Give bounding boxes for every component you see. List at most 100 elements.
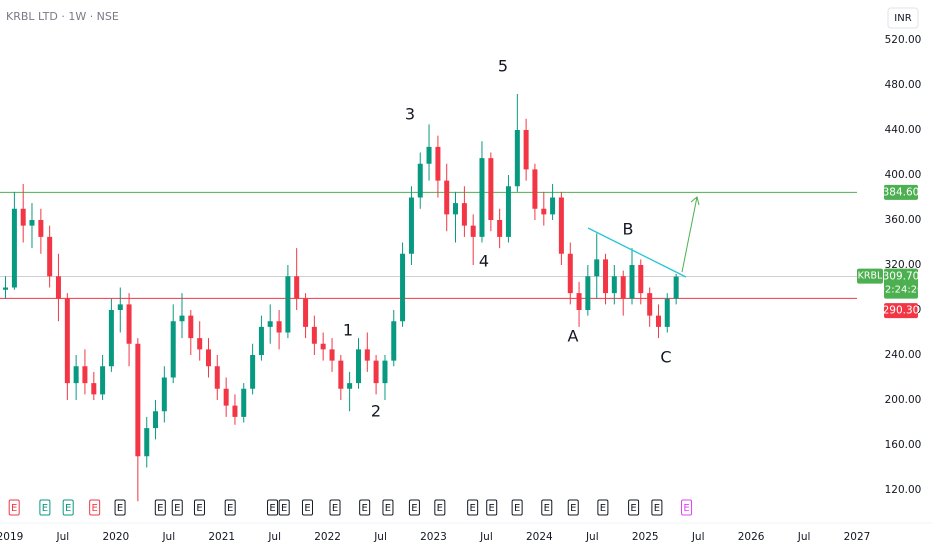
wave-label: A <box>568 327 579 346</box>
candle-body <box>188 315 194 339</box>
x-tick-label: 2021 <box>208 531 235 543</box>
earnings-badge[interactable] <box>89 499 101 516</box>
earnings-badge[interactable] <box>486 499 498 516</box>
y-tick-label: 200.00 <box>885 394 922 406</box>
candle-body <box>285 276 291 333</box>
last-price-label: 309.70 <box>883 271 920 283</box>
candle-body <box>144 428 150 457</box>
candle-body <box>673 276 679 299</box>
candle-body <box>347 383 353 389</box>
candle-body <box>364 349 370 361</box>
candle-body <box>664 298 670 327</box>
earnings-badge[interactable] <box>171 499 183 516</box>
earnings-badge[interactable] <box>39 499 51 516</box>
earnings-badge[interactable] <box>567 499 579 516</box>
x-tick-label: Jul <box>373 531 387 543</box>
wave-label: B <box>623 220 634 239</box>
candle-body <box>64 298 70 384</box>
candle-body <box>38 220 44 237</box>
candle-body <box>232 405 238 417</box>
candle-body <box>514 130 520 187</box>
level-label: 384.60 <box>883 186 920 198</box>
candle-body <box>638 265 644 294</box>
candle-body <box>135 343 141 457</box>
earnings-badge[interactable] <box>382 499 394 516</box>
earnings-badge[interactable] <box>193 499 205 516</box>
x-tick-label: Jul <box>479 531 493 543</box>
arrow-line <box>681 196 698 273</box>
candle-body <box>241 388 247 417</box>
earnings-label: E <box>304 503 310 514</box>
earnings-label: E <box>91 503 97 514</box>
earnings-label: E <box>11 503 17 514</box>
earnings-badge[interactable] <box>301 499 313 516</box>
last-price-box <box>884 268 918 299</box>
earnings-label: E <box>437 503 443 514</box>
earnings-label: E <box>361 503 367 514</box>
x-tick-label: Jul <box>797 531 811 543</box>
earnings-badge[interactable] <box>359 499 371 516</box>
earnings-badge[interactable] <box>154 499 166 516</box>
y-tick-label: 240.00 <box>885 349 922 361</box>
x-tick-label: 2026 <box>738 531 765 543</box>
earnings-label: E <box>196 503 202 514</box>
wave-label: 2 <box>371 402 381 421</box>
candle-body <box>47 236 53 277</box>
earnings-badge[interactable] <box>329 499 341 516</box>
earnings-label: E <box>332 503 338 514</box>
earnings-label: E <box>385 503 391 514</box>
earnings-badge[interactable] <box>224 499 236 516</box>
candle-body <box>558 197 564 254</box>
candle-body <box>329 349 335 361</box>
earnings-badge[interactable] <box>114 499 126 516</box>
earnings-badge[interactable] <box>62 499 74 516</box>
earnings-label: E <box>514 503 520 514</box>
candle-body <box>214 366 220 389</box>
candle-body <box>91 383 97 395</box>
symbol-label: KRBL <box>858 271 883 282</box>
earnings-label: E <box>411 503 417 514</box>
earnings-label: E <box>42 503 48 514</box>
candle-body <box>267 321 273 327</box>
earnings-badge[interactable] <box>267 499 279 516</box>
countdown: 02:24:20 <box>879 285 924 296</box>
earnings-badge[interactable] <box>8 499 20 516</box>
earnings-label: E <box>174 503 180 514</box>
candle-body <box>523 130 529 170</box>
x-tick-label: Jul <box>56 531 70 543</box>
earnings-label: E <box>65 503 71 514</box>
candle-body <box>611 276 617 294</box>
candle-body <box>505 186 511 237</box>
earnings-badge[interactable] <box>628 499 640 516</box>
candle-body <box>82 366 88 384</box>
earnings-badge[interactable] <box>278 499 290 516</box>
earnings-badge[interactable] <box>651 499 663 516</box>
candle-body <box>170 321 176 378</box>
candle-body <box>11 208 17 288</box>
x-tick-label: 2019 <box>0 531 23 543</box>
candle-body <box>497 220 503 237</box>
candle-body <box>311 326 317 344</box>
earnings-badge[interactable] <box>408 499 420 516</box>
earnings-badge[interactable] <box>541 499 553 516</box>
earnings-badge[interactable] <box>467 499 479 516</box>
earnings-label: E <box>269 503 275 514</box>
earnings-badge[interactable] <box>434 499 446 516</box>
earnings-badge[interactable] <box>597 499 609 516</box>
y-tick-label: 160.00 <box>885 439 922 451</box>
wave-label: 3 <box>405 105 415 124</box>
candle-body <box>55 276 61 299</box>
x-tick-label: 2023 <box>420 531 447 543</box>
earnings-badge[interactable] <box>511 499 523 516</box>
candle-body <box>303 298 309 327</box>
candle-body <box>400 253 406 322</box>
candle-body <box>179 315 185 322</box>
x-tick-label: Jul <box>691 531 705 543</box>
currency-box[interactable] <box>887 7 919 29</box>
level-label-box <box>884 303 918 319</box>
earnings-badge[interactable] <box>681 499 693 516</box>
earnings-label: E <box>570 503 576 514</box>
candle-body <box>603 259 609 294</box>
candle-body <box>408 197 414 254</box>
